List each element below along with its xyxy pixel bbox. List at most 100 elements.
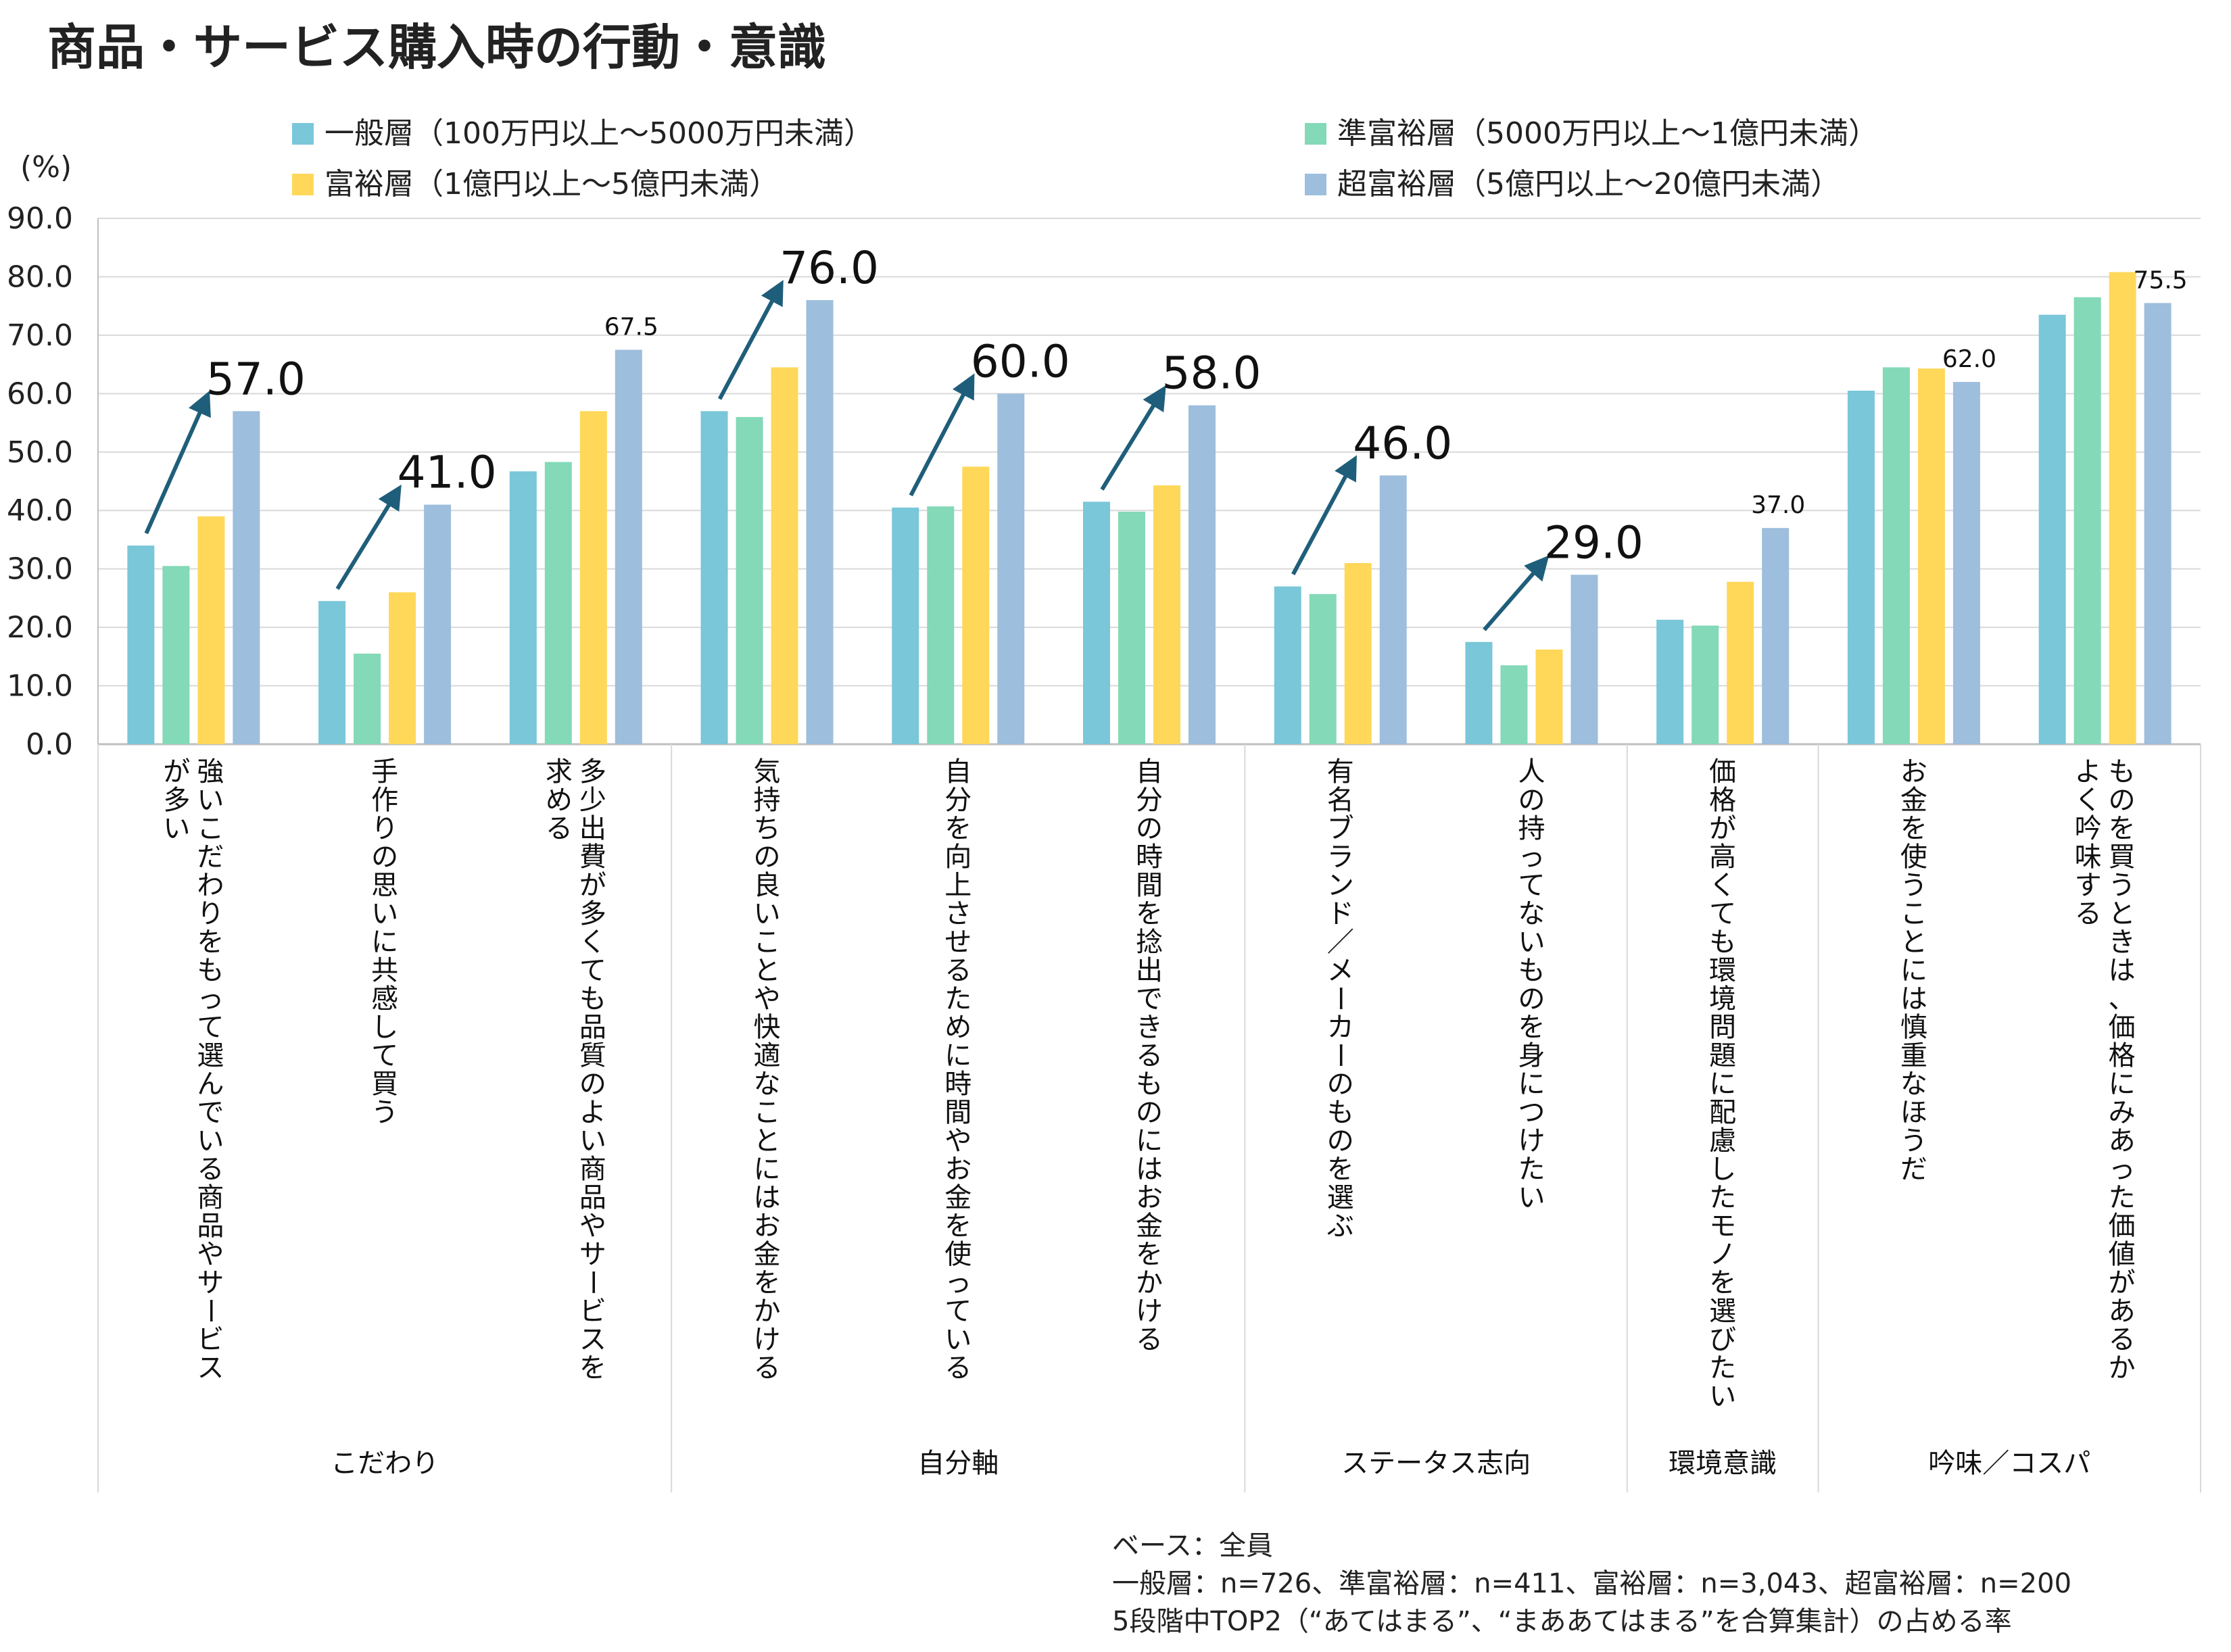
svg-text:も: も xyxy=(2109,756,2136,787)
svg-text:共: 共 xyxy=(371,955,398,986)
svg-text:自: 自 xyxy=(944,756,971,787)
bar-3-10 xyxy=(1917,368,1945,744)
svg-text:吟: 吟 xyxy=(2075,813,2102,844)
svg-text:を: を xyxy=(579,1353,606,1384)
svg-text:モ: モ xyxy=(1709,1211,1736,1242)
legend: 一般層（100万円以上～5000万円未満） 準富裕層（5000万円以上～1億円未満… xyxy=(292,116,1878,201)
svg-text:る: る xyxy=(1136,1040,1163,1071)
svg-text:み: み xyxy=(2109,1097,2136,1128)
svg-text:環: 環 xyxy=(1709,955,1736,986)
svg-text:る: る xyxy=(2075,898,2102,929)
svg-text:か: か xyxy=(2109,1353,2136,1384)
svg-text:は: は xyxy=(2109,955,2136,986)
svg-text:る: る xyxy=(944,1353,971,1384)
svg-text:を: を xyxy=(1518,1012,1545,1043)
svg-text:商: 商 xyxy=(197,1182,224,1213)
svg-text:ノ: ノ xyxy=(1709,1239,1736,1270)
bar-3-6 xyxy=(1153,485,1180,744)
svg-text:を: を xyxy=(1136,1239,1163,1270)
svg-text:サ: サ xyxy=(197,1267,224,1298)
trend-arrow xyxy=(1291,455,1357,576)
svg-text:る: る xyxy=(1136,1324,1163,1355)
notes: ベース：全員一般層：n=726、準富裕層：n=411、富裕層：n=3,043、超… xyxy=(1112,1530,2071,1637)
svg-text:に: に xyxy=(944,1040,971,1071)
svg-text:い: い xyxy=(197,1125,224,1157)
bar-1-11 xyxy=(2038,314,2066,745)
category-labels: 強いこだわりをもって選んでいる商品やサービスが多い手作りの思いに共感して買う多少… xyxy=(163,756,2135,1412)
svg-text:こ: こ xyxy=(754,927,781,958)
svg-text:題: 題 xyxy=(1709,1040,1736,1071)
value-label: 75.5 xyxy=(2134,266,2188,294)
svg-text:る: る xyxy=(754,1353,781,1384)
svg-text:金: 金 xyxy=(944,1182,971,1213)
svg-text:っ: っ xyxy=(2109,1154,2136,1185)
group-label: 環境意識 xyxy=(1669,1448,1777,1479)
svg-text:こ: こ xyxy=(1900,898,1927,929)
svg-text:る: る xyxy=(2109,1324,2136,1355)
svg-text:／: ／ xyxy=(1327,927,1354,958)
trend-arrow xyxy=(1483,555,1550,631)
svg-text:求: 求 xyxy=(546,756,573,787)
svg-text:多: 多 xyxy=(163,785,190,816)
bar-4-1 xyxy=(233,411,260,744)
value-label-large: 41.0 xyxy=(398,447,497,499)
bar-1-1 xyxy=(127,545,155,744)
svg-text:時: 時 xyxy=(1136,842,1163,873)
svg-text:適: 適 xyxy=(754,1040,781,1071)
svg-text:を: を xyxy=(944,813,971,844)
svg-text:と: と xyxy=(2109,898,2136,929)
svg-text:こ: こ xyxy=(754,1097,781,1128)
svg-text:質: 質 xyxy=(579,1040,606,1071)
svg-text:選: 選 xyxy=(1709,1296,1736,1327)
svg-text:も: も xyxy=(1327,1097,1354,1128)
bar-2-7 xyxy=(1309,593,1337,744)
svg-text:を: を xyxy=(754,1267,781,1298)
svg-text:持: 持 xyxy=(754,785,781,816)
bar-2-3 xyxy=(544,462,572,744)
svg-text:ー: ー xyxy=(577,1269,608,1296)
bar-1-5 xyxy=(892,507,919,744)
svg-text:格: 格 xyxy=(2109,1040,2136,1071)
bar-2-1 xyxy=(162,566,190,744)
svg-text:ブ: ブ xyxy=(1327,813,1354,844)
svg-text:出: 出 xyxy=(1136,955,1163,986)
svg-text:う: う xyxy=(1900,1125,1927,1157)
svg-text:、: 、 xyxy=(2109,983,2136,1015)
bar-3-2 xyxy=(389,592,416,744)
y-tick-label: 0.0 xyxy=(26,727,73,762)
svg-text:人: 人 xyxy=(1518,756,1545,787)
svg-text:て: て xyxy=(371,1040,398,1071)
svg-text:ド: ド xyxy=(1327,898,1354,929)
svg-text:て: て xyxy=(579,955,606,986)
y-tick-label: 80.0 xyxy=(7,260,73,294)
svg-text:価: 価 xyxy=(2109,1211,2136,1242)
bar-3-1 xyxy=(197,516,225,744)
svg-text:る: る xyxy=(944,955,971,986)
svg-text:と: と xyxy=(754,1125,781,1157)
svg-text:な: な xyxy=(754,1069,781,1100)
svg-text:く: く xyxy=(2075,785,2102,816)
svg-text:こ: こ xyxy=(197,813,224,844)
svg-text:買: 買 xyxy=(2109,842,2136,873)
svg-text:せ: せ xyxy=(944,927,971,958)
svg-text:思: 思 xyxy=(371,870,398,901)
svg-text:作: 作 xyxy=(371,785,398,816)
svg-text:よ: よ xyxy=(579,1097,606,1128)
svg-text:に: に xyxy=(754,1154,781,1185)
bar-3-3 xyxy=(579,411,607,744)
bar-2-10 xyxy=(1882,367,1910,744)
svg-text:を: を xyxy=(1136,898,1163,929)
y-tick-label: 70.0 xyxy=(7,318,73,353)
svg-text:よ: よ xyxy=(2075,756,2102,787)
svg-text:多: 多 xyxy=(579,898,606,929)
svg-text:に: に xyxy=(371,927,398,958)
svg-text:す: す xyxy=(2075,870,2102,901)
bar-4-11 xyxy=(2144,303,2172,744)
svg-text:い: い xyxy=(163,813,190,844)
svg-text:ぶ: ぶ xyxy=(1327,1211,1354,1242)
svg-text:に: に xyxy=(1900,955,1927,986)
svg-text:お: お xyxy=(944,1154,971,1185)
svg-text:強: 強 xyxy=(197,756,224,787)
